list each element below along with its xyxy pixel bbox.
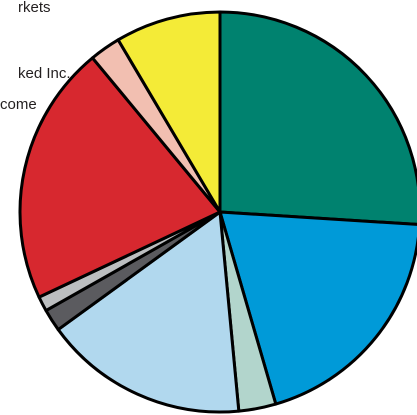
- pie-slice-7: [18, 56, 222, 299]
- pie-slice-1: [218, 10, 417, 226]
- legend-label-2: ked Inc.: [18, 65, 71, 82]
- legend-label-3: come: [0, 96, 37, 113]
- pie-slice-9: [116, 10, 222, 214]
- pie-slice-4: [56, 210, 241, 414]
- pie-slices: [18, 10, 417, 414]
- legend-label-1: rkets: [18, 0, 51, 16]
- pie-slice-2: [218, 210, 417, 406]
